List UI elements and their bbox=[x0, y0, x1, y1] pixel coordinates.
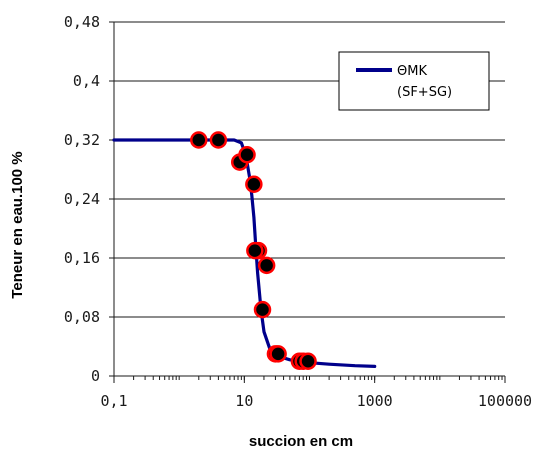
data-point bbox=[245, 175, 263, 193]
x-tick-labels: 0,1 10 1000 100000 bbox=[100, 392, 532, 410]
y-axis-title: Teneur en eau.100 % bbox=[9, 151, 26, 298]
y-tick-label: 0,16 bbox=[64, 249, 100, 267]
data-point bbox=[257, 256, 276, 275]
x-tick-label: 0,1 bbox=[100, 392, 127, 410]
data-point bbox=[190, 131, 208, 149]
data-point bbox=[269, 345, 287, 363]
x-tick-label: 1000 bbox=[357, 392, 393, 410]
data-point bbox=[299, 352, 317, 370]
y-ticks bbox=[109, 21, 114, 377]
x-minor-ticks bbox=[133, 376, 503, 380]
y-tick-label: 0,32 bbox=[64, 131, 100, 149]
legend-label-line2: (SF+SG) bbox=[397, 85, 452, 100]
data-point bbox=[209, 131, 228, 149]
x-axis-title: succion en cm bbox=[249, 433, 353, 450]
y-tick-labels: 0 0,08 0,16 0,24 0,32 0,4 0,48 bbox=[64, 13, 100, 385]
data-point bbox=[253, 300, 272, 319]
x-tick-label: 100000 bbox=[478, 392, 532, 410]
x-tick-label: 10 bbox=[235, 392, 253, 410]
series-line-group bbox=[112, 138, 377, 368]
y-tick-label: 0,24 bbox=[64, 190, 100, 208]
legend-label-line1: ΘMK bbox=[397, 64, 427, 79]
x-major-ticks bbox=[113, 376, 506, 383]
legend-box bbox=[338, 51, 490, 111]
y-tick-label: 0,48 bbox=[64, 13, 100, 31]
series-points-group bbox=[190, 131, 317, 370]
series-line-thetamk bbox=[112, 138, 377, 368]
data-point bbox=[246, 241, 264, 260]
y-tick-label: 0,4 bbox=[73, 72, 100, 90]
y-tick-label: 0,08 bbox=[64, 308, 100, 326]
data-point bbox=[238, 146, 256, 164]
legend: ΘMK (SF+SG) bbox=[338, 51, 490, 111]
y-tick-label: 0 bbox=[91, 367, 100, 385]
